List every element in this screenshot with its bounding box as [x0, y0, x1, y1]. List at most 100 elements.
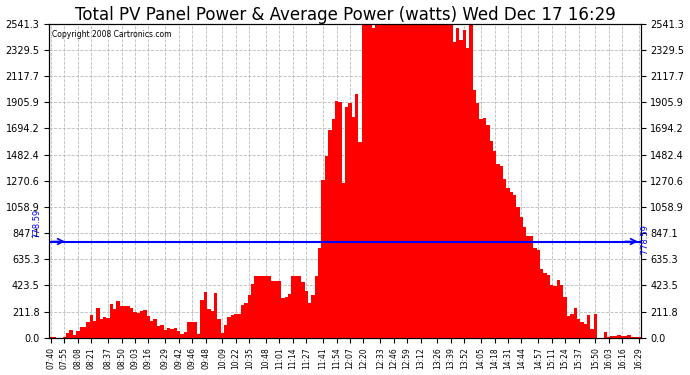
Bar [305, 291, 308, 338]
Bar [573, 308, 577, 338]
Bar [63, 337, 66, 338]
Bar [493, 152, 496, 338]
Bar [201, 300, 204, 338]
Bar [133, 312, 137, 338]
Bar [557, 280, 560, 338]
Bar [456, 28, 460, 338]
Bar [228, 317, 230, 338]
Bar [462, 30, 466, 338]
Bar [409, 24, 412, 338]
Bar [345, 107, 348, 338]
Bar [248, 296, 251, 338]
Bar [593, 314, 597, 338]
Bar [70, 330, 73, 338]
Bar [523, 227, 526, 338]
Title: Total PV Panel Power & Average Power (watts) Wed Dec 17 16:29: Total PV Panel Power & Average Power (wa… [75, 6, 615, 24]
Bar [83, 327, 86, 338]
Bar [275, 281, 278, 338]
Bar [271, 281, 275, 338]
Bar [66, 333, 70, 338]
Bar [255, 276, 257, 338]
Bar [355, 94, 358, 338]
Bar [237, 314, 241, 338]
Bar [298, 276, 302, 338]
Bar [540, 269, 543, 338]
Bar [217, 320, 221, 338]
Bar [627, 335, 631, 338]
Bar [328, 130, 332, 338]
Bar [325, 156, 328, 338]
Bar [486, 125, 489, 338]
Bar [332, 119, 335, 338]
Bar [311, 295, 315, 338]
Bar [52, 337, 56, 338]
Bar [230, 315, 234, 338]
Bar [473, 90, 476, 338]
Bar [291, 276, 295, 338]
Bar [150, 321, 153, 338]
Bar [295, 276, 298, 338]
Bar [264, 276, 268, 338]
Bar [120, 306, 124, 338]
Bar [446, 24, 449, 338]
Bar [480, 118, 483, 338]
Bar [76, 331, 79, 338]
Bar [587, 315, 591, 338]
Bar [526, 236, 530, 338]
Bar [153, 319, 157, 338]
Bar [388, 24, 392, 338]
Bar [500, 166, 503, 338]
Bar [570, 314, 573, 338]
Bar [90, 315, 93, 338]
Bar [93, 321, 97, 338]
Bar [426, 24, 429, 338]
Bar [308, 303, 311, 338]
Bar [466, 48, 469, 338]
Bar [591, 328, 593, 338]
Bar [174, 327, 177, 338]
Bar [130, 308, 133, 338]
Bar [543, 273, 546, 338]
Bar [124, 306, 126, 338]
Bar [315, 276, 318, 338]
Bar [79, 327, 83, 338]
Bar [516, 207, 520, 338]
Bar [106, 318, 110, 338]
Bar [126, 306, 130, 338]
Bar [513, 195, 516, 338]
Bar [190, 322, 194, 338]
Bar [302, 282, 305, 338]
Bar [365, 24, 368, 338]
Bar [362, 24, 365, 338]
Bar [372, 28, 375, 338]
Bar [422, 24, 426, 338]
Bar [375, 24, 379, 338]
Bar [97, 308, 99, 338]
Bar [184, 332, 187, 338]
Bar [399, 24, 402, 338]
Bar [435, 24, 439, 338]
Bar [402, 24, 406, 338]
Bar [415, 24, 419, 338]
Bar [620, 336, 624, 338]
Bar [338, 102, 342, 338]
Bar [224, 326, 228, 338]
Bar [489, 141, 493, 338]
Bar [73, 335, 76, 338]
Bar [113, 309, 117, 338]
Bar [439, 24, 442, 338]
Bar [241, 305, 244, 338]
Bar [412, 24, 415, 338]
Bar [288, 294, 291, 338]
Bar [566, 316, 570, 338]
Bar [624, 336, 627, 338]
Bar [204, 292, 207, 338]
Bar [187, 322, 190, 338]
Bar [103, 316, 106, 338]
Bar [348, 103, 352, 338]
Bar [550, 285, 553, 338]
Bar [281, 298, 284, 338]
Bar [406, 24, 409, 338]
Bar [170, 329, 174, 338]
Bar [207, 309, 210, 338]
